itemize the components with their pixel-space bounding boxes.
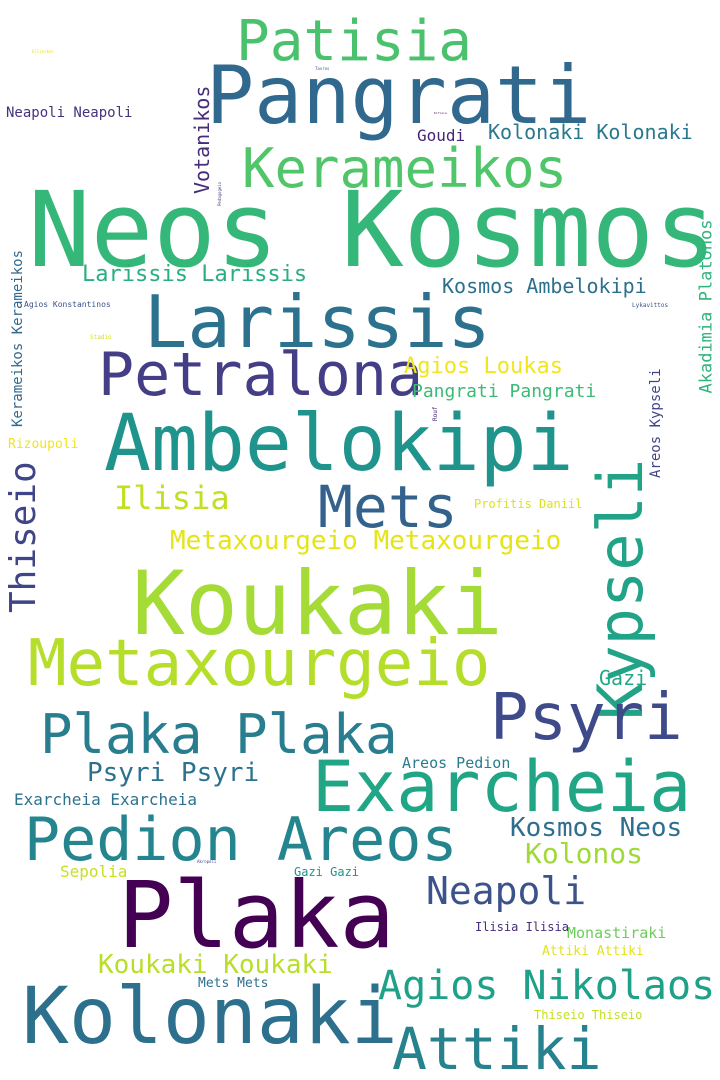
- word-kolonaki-kolonaki: Kolonaki Kolonaki: [488, 120, 693, 144]
- word-areos-pedion: Areos Pedion: [402, 754, 511, 772]
- word-kerameikos-kerameikos: Kerameikos Kerameikos: [10, 249, 26, 427]
- word-kolonaki: Kolonaki: [22, 972, 398, 1062]
- word-votanikos: Votanikos: [190, 85, 214, 194]
- word-neapoli-neapoli: Neapoli Neapoli: [6, 105, 133, 121]
- word-mets-mets: Mets Mets: [198, 976, 269, 991]
- word-koukaki: Koukaki: [132, 552, 503, 655]
- word-ilisia: Ilisia: [114, 479, 230, 517]
- word-koukaki-koukaki: Koukaki Koukaki: [98, 950, 333, 980]
- word-thiseio: Thiseio: [3, 461, 44, 613]
- word-exarcheia: Exarcheia: [312, 746, 692, 828]
- word-metaxourgeio: Metaxourgeio: [28, 627, 491, 701]
- word-kerameikos: Kerameikos: [242, 137, 568, 200]
- word-goudi: Goudi: [417, 126, 466, 145]
- word-sepolia: Sepolia: [60, 862, 128, 881]
- word-pangrati-pangrati: Pangrati Pangrati: [412, 381, 597, 402]
- word-kosmos-ambelokipi: Kosmos Ambelokipi: [442, 274, 647, 298]
- word-neapoli: Neapoli: [426, 869, 587, 913]
- word-psyri: Psyri: [490, 681, 683, 755]
- word-pangrati: Pangrati: [206, 49, 592, 142]
- word-thiseio-thiseio: Thiseio Thiseio: [534, 1008, 643, 1022]
- word-ambelokipi: Ambelokipi: [104, 399, 574, 489]
- word-agios-konstantinos: Agios Konstantinos: [24, 300, 111, 309]
- word-petralona: Petralona: [98, 340, 424, 410]
- word-kolonos: Kolonos: [525, 837, 644, 870]
- word-exarcheia-exarcheia: Exarcheia Exarcheia: [14, 790, 198, 809]
- word-mets: Mets: [318, 473, 458, 541]
- word-gazi-gazi: Gazi Gazi: [294, 865, 360, 879]
- word-pedagogeio: Pedagogeio: [217, 181, 222, 206]
- word-larissis-larissis: Larissis Larissis: [82, 262, 308, 287]
- word-agios-loukas: Agios Loukas: [404, 354, 563, 379]
- word-tavros: Tavros: [315, 66, 330, 71]
- word-attiki-attiki: Attiki Attiki: [542, 944, 644, 959]
- word-akadimia-platonos: Akadimia Platonos: [696, 219, 717, 394]
- word-agios-nikolaos: Agios Nikolaos: [378, 963, 716, 1009]
- word-plaka-plaka: Plaka Plaka: [40, 703, 398, 766]
- word-metaxourgeio-metaxourgeio: Metaxourgeio Metaxourgeio: [170, 526, 562, 556]
- word-profitis-daniil: Profitis Daniil: [474, 497, 583, 511]
- word-lykavittos: Lykavittos: [632, 302, 669, 309]
- word-larissis: Larissis: [144, 280, 491, 364]
- word-ellinikon: Ellinikon: [32, 49, 54, 54]
- word-plaka: Plaka: [118, 862, 395, 969]
- word-kifisia: Kifisia: [434, 111, 447, 115]
- word-monastiraki: Monastiraki: [567, 924, 667, 942]
- word-psyri-psyri: Psyri Psyri: [87, 758, 260, 788]
- word-stadio: Stadio: [90, 334, 112, 341]
- word-kosmos-neos: Kosmos Neos: [510, 813, 683, 843]
- word-attiki: Attiki: [392, 1015, 602, 1080]
- word-rizoupoli: Rizoupoli: [8, 437, 79, 452]
- word-akropoli: Akropoli: [197, 859, 217, 864]
- word-rouf: Rouf: [432, 406, 439, 421]
- word-patisia: Patisia: [236, 9, 473, 74]
- word-neos-kosmos: Neos Kosmos: [28, 169, 717, 291]
- word-gazi: Gazi: [599, 666, 648, 690]
- word-ilisia-ilisia: Ilisia Ilisia: [475, 920, 569, 934]
- word-areos-kypseli: Areos Kypseli: [648, 368, 664, 478]
- word-pedion-areos: Pedion Areos: [24, 805, 458, 875]
